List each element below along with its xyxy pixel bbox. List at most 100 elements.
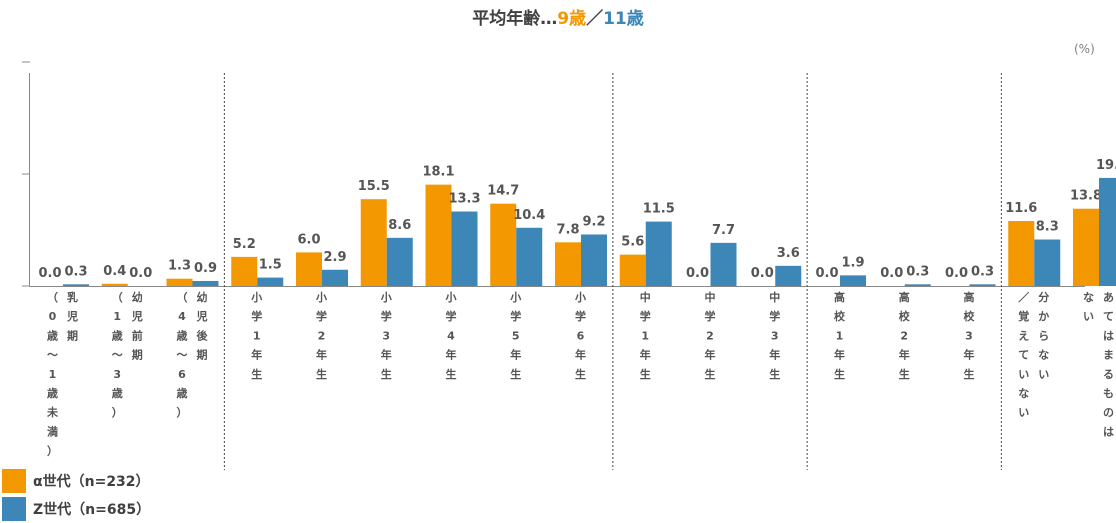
value-label-z: 1.9 [841,255,864,270]
category-label-char: 児 [196,309,208,323]
bar-alpha [296,252,322,286]
category-label-char: ） [177,406,188,419]
category-label-char: 0 [49,310,57,323]
category-label-char: 年 [446,348,457,362]
value-label-alpha: 0.0 [38,266,61,281]
category-label-char: も [1103,387,1114,400]
value-label-alpha: 5.2 [233,237,256,252]
bar-alpha [555,242,581,286]
category-label-char: 校 [964,309,976,323]
category-label-char: 小 [509,290,521,304]
bar-z [969,284,996,286]
category-label-char: 歳 [47,328,58,342]
category-label-char: 期 [197,348,208,362]
bar-alpha [619,254,646,286]
category-label-char: 2 [318,329,326,342]
category-label-char: 中 [769,290,780,304]
category-label-char: 高 [834,290,845,304]
value-label-z: 0.9 [194,261,217,276]
category-label-char: 学 [575,309,586,323]
category-label-char: 小 [315,290,327,304]
bar-z [451,211,478,286]
category-label-char: 〜 [177,349,188,362]
category-label-char: 2 [706,329,714,342]
category-label-char: 生 [640,367,651,381]
value-label-alpha: 0.0 [686,266,709,281]
category-label-char: 生 [575,367,586,381]
category-label-char: 期 [67,328,78,342]
category-label-char: 4 [178,310,186,323]
category-label-char: え [1018,329,1029,342]
category-label-char: 乳 [67,290,78,304]
category-label-char: は [1103,329,1114,342]
bar-z [1099,177,1116,286]
category-label-char: 校 [899,309,911,323]
title-separator: ／ [586,9,604,29]
category-label-char: 歳 [177,328,188,342]
category-label-char: な [1018,387,1029,400]
category-label-char: 小 [445,290,457,304]
value-label-z: 0.3 [971,264,994,279]
category-label-char: 年 [316,348,327,362]
bar-alpha [425,184,452,286]
category-label-char: 生 [510,367,521,381]
category-label-char: 年 [510,348,521,362]
category-label-char: 前 [132,328,143,342]
category-label-char: 年 [640,348,651,362]
bar-z [516,227,543,286]
category-label-char: 5 [512,329,520,342]
value-label-alpha: 13.8 [1070,189,1102,204]
category-label-char: 1 [49,368,57,381]
category-label-char: ） [47,445,58,458]
title-alpha-age: 9歳 [557,9,587,29]
category-label-char: い [1018,406,1029,419]
category-label-char: ／ [1018,291,1029,304]
category-label-char: 生 [705,367,716,381]
bar-alpha [231,256,258,286]
value-label-z: 0.0 [129,266,152,281]
value-label-z: 13.3 [448,192,480,207]
bar-alpha [166,278,193,286]
category-label-char: （ [112,291,123,304]
value-label-z: 3.6 [777,246,800,261]
category-label-char: 小 [250,290,262,304]
bar-z [581,234,607,286]
category-label-char: 1 [253,329,261,342]
category-label-char: 年 [251,348,262,362]
category-label-char: 生 [381,367,392,381]
category-label-char: 学 [769,309,780,323]
bar-z [775,265,802,286]
bar-z [1034,239,1061,286]
category-label-char: な [1038,349,1049,362]
category-label-char: 年 [381,348,392,362]
category-label-char: 満 [47,424,58,438]
category-label-char: 高 [964,290,975,304]
value-label-z: 8.6 [388,218,411,233]
category-label-char: い [1018,368,1029,381]
category-label-char: 分 [1038,290,1049,304]
bar-z [386,237,413,286]
category-label-char: 3 [382,329,390,342]
value-label-z: 11.5 [643,202,675,217]
category-label-char: 〜 [47,349,58,362]
bar-alpha [490,203,517,286]
category-label-char: 4 [447,329,455,342]
category-label-char: 児 [131,309,143,323]
category-label-char: 生 [446,367,457,381]
category-label-char: 学 [705,309,716,323]
category-label-char: 生 [769,367,780,381]
value-label-z: 8.3 [1036,220,1059,235]
category-label-char: 学 [251,309,262,323]
value-label-z: 9.2 [582,214,605,229]
value-label-alpha: 0.4 [103,264,126,279]
value-label-z: 2.9 [323,250,346,265]
category-label-char: 1 [113,310,121,323]
category-label-char: 3 [771,329,779,342]
legend-swatch-z [2,497,26,521]
value-label-z: 19.3 [1096,158,1116,173]
value-label-alpha: 6.0 [297,232,320,247]
bar-z [63,284,89,286]
bar-z [710,242,737,286]
value-label-z: 0.3 [906,264,929,279]
bar-z [257,277,284,286]
